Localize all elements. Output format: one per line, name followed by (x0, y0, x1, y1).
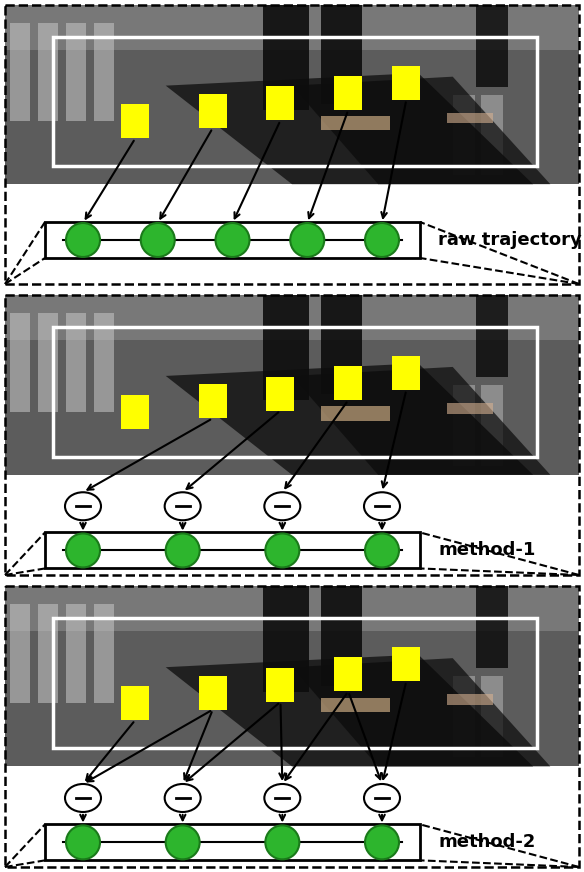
Circle shape (66, 223, 100, 257)
Bar (53, 618, 537, 748)
Ellipse shape (165, 493, 201, 521)
Bar (476, 5, 508, 86)
Bar (94, 313, 114, 412)
Bar (199, 385, 227, 419)
Bar (392, 647, 420, 681)
Bar (481, 385, 503, 466)
Bar (5, 5, 579, 284)
Bar (10, 604, 30, 704)
Bar (476, 586, 508, 668)
Bar (447, 694, 493, 705)
Bar (5, 586, 579, 766)
Bar (334, 76, 362, 110)
Bar (447, 403, 493, 413)
Bar (321, 698, 390, 712)
Bar (66, 313, 86, 412)
Bar (321, 116, 390, 131)
Bar (263, 295, 309, 400)
Bar (334, 366, 362, 400)
Text: raw trajectory: raw trajectory (438, 231, 582, 249)
Ellipse shape (364, 493, 400, 521)
Bar (447, 112, 493, 123)
Polygon shape (166, 655, 533, 766)
Ellipse shape (65, 784, 101, 812)
Bar (199, 94, 227, 128)
Bar (38, 604, 58, 704)
Bar (10, 313, 30, 412)
Bar (334, 657, 362, 691)
Circle shape (66, 826, 100, 859)
Bar (94, 23, 114, 121)
Text: method-1: method-1 (438, 542, 536, 560)
Polygon shape (292, 658, 550, 766)
Circle shape (265, 534, 300, 568)
Bar (121, 105, 150, 139)
Bar (266, 377, 294, 411)
Bar (453, 94, 475, 175)
Polygon shape (292, 367, 550, 474)
Circle shape (66, 534, 100, 568)
Circle shape (166, 534, 200, 568)
Circle shape (166, 826, 200, 859)
Bar (66, 23, 86, 121)
Bar (53, 37, 537, 167)
Bar (481, 676, 503, 758)
Bar (453, 385, 475, 466)
Ellipse shape (364, 784, 400, 812)
Bar (94, 604, 114, 704)
Bar (321, 295, 362, 394)
Circle shape (290, 223, 324, 257)
Bar (38, 313, 58, 412)
Ellipse shape (265, 493, 300, 521)
Bar (121, 686, 150, 720)
Circle shape (141, 223, 175, 257)
Bar (263, 5, 309, 110)
Bar (321, 406, 390, 421)
Bar (121, 395, 150, 429)
Bar (266, 86, 294, 120)
Polygon shape (166, 364, 533, 474)
Ellipse shape (65, 493, 101, 521)
Bar (481, 94, 503, 175)
Bar (45, 222, 420, 258)
Polygon shape (292, 77, 550, 184)
Bar (453, 676, 475, 758)
Text: method-2: method-2 (438, 834, 536, 851)
Bar (45, 533, 420, 569)
Bar (5, 295, 579, 340)
Circle shape (365, 826, 399, 859)
Ellipse shape (265, 784, 300, 812)
Circle shape (215, 223, 249, 257)
Bar (5, 5, 579, 184)
Bar (321, 586, 362, 685)
Bar (38, 23, 58, 121)
Bar (266, 668, 294, 702)
Bar (5, 295, 579, 474)
Bar (199, 676, 227, 710)
Bar (66, 604, 86, 704)
Bar (10, 23, 30, 121)
Bar (392, 65, 420, 99)
Circle shape (365, 223, 399, 257)
Bar (321, 5, 362, 104)
Polygon shape (166, 73, 533, 184)
Bar (45, 824, 420, 861)
Bar (5, 586, 579, 867)
Bar (5, 295, 579, 575)
Bar (5, 5, 579, 50)
Bar (392, 356, 420, 390)
Ellipse shape (165, 784, 201, 812)
Bar (53, 327, 537, 457)
Circle shape (365, 534, 399, 568)
Bar (263, 586, 309, 691)
Bar (476, 295, 508, 377)
Circle shape (265, 826, 300, 859)
Bar (5, 586, 579, 631)
